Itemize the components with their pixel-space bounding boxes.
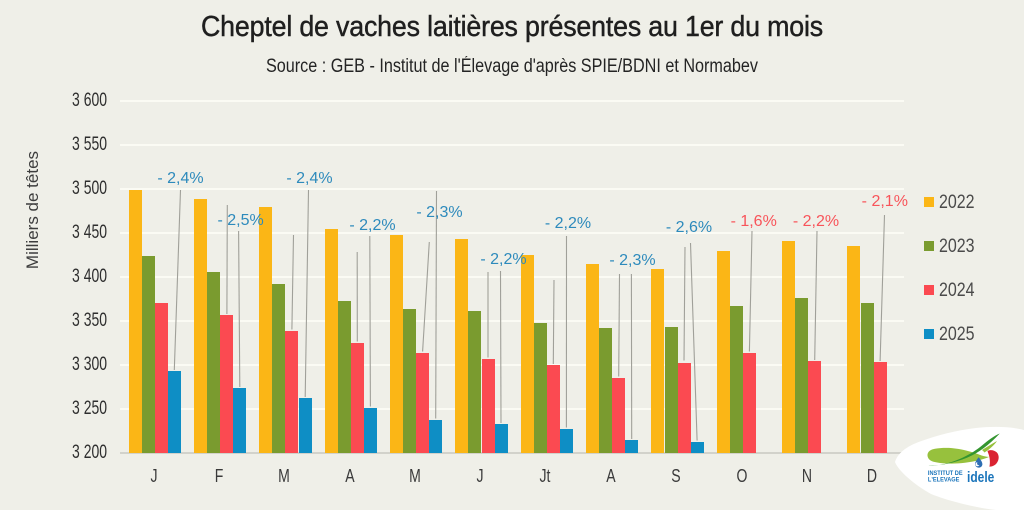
svg-text:idele: idele [967, 469, 995, 486]
svg-text:LʼELEVAGE: LʼELEVAGE [928, 477, 960, 483]
svg-text:INSTITUT DE: INSTITUT DE [928, 471, 963, 477]
